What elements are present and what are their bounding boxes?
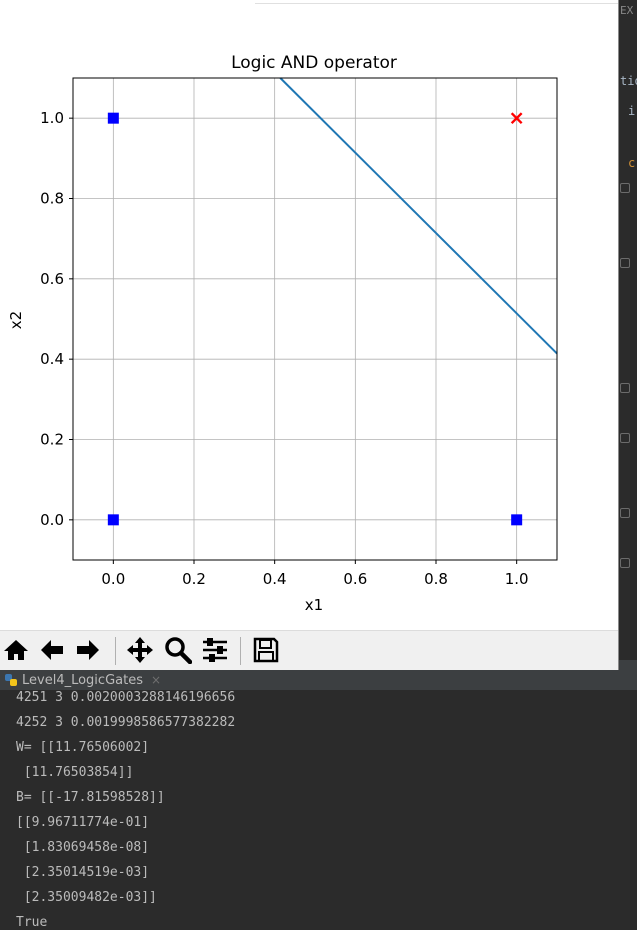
fold-marker-icon — [620, 433, 630, 443]
x-tick-label: 0.6 — [343, 570, 367, 588]
axes-frame — [72, 77, 558, 561]
window-edge — [255, 0, 618, 4]
tick-layer: 0.0 0.2 0.4 0.6 0.8 1.0 0.0 0.2 0.4 0.6 0.8 1.0 — [40, 109, 528, 588]
console-line: 4251 3 0.0020003288146196656 — [16, 690, 236, 705]
fold-marker-icon — [620, 383, 630, 393]
x-tick-label: 0.4 — [263, 570, 287, 588]
x-tick-label: 0.0 — [101, 570, 125, 588]
run-tab-label: Level4_LogicGates — [22, 672, 143, 688]
figure-window: 0.0 0.2 0.4 0.6 0.8 1.0 0.0 0.2 0.4 0.6 0.8 1.0 Log… — [0, 0, 619, 671]
data-points-layer — [107, 112, 523, 526]
square-marker — [107, 112, 119, 124]
x-axis-label: x1 — [305, 596, 323, 614]
save-icon[interactable] — [251, 635, 281, 665]
y-tick-label: 0.0 — [40, 511, 64, 529]
toolbar-separator — [115, 637, 116, 665]
y-tick-label: 0.6 — [40, 270, 64, 288]
y-tick-label: 0.4 — [40, 350, 64, 368]
square-marker — [511, 514, 523, 526]
run-tab-bar: Level4_LogicGates × — [0, 670, 637, 691]
ide-fragment-i: i — [628, 104, 636, 118]
console-line: [1.83069458e-08] — [16, 840, 150, 855]
x-tick-label: 1.0 — [505, 570, 529, 588]
zoom-icon[interactable] — [163, 635, 193, 665]
decision-boundary-layer — [279, 77, 558, 355]
console-line: B= [[-17.81598528]] — [16, 790, 165, 805]
grid-lines — [73, 78, 557, 560]
fold-marker-icon — [620, 258, 630, 268]
x-tick-label: 0.8 — [424, 570, 448, 588]
console-line: [2.35009482e-03]] — [16, 890, 157, 905]
console-line: [2.35014519e-03] — [16, 865, 150, 880]
x-marker — [510, 112, 523, 125]
decision-boundary-line — [279, 77, 558, 355]
pan-icon[interactable] — [125, 635, 155, 665]
console-line: True — [16, 915, 48, 930]
fold-marker-icon — [620, 558, 630, 568]
fold-marker-icon — [620, 508, 630, 518]
ide-fragment-tio: tio — [620, 74, 637, 88]
ide-fragment-c: c — [628, 156, 636, 170]
toolbar-separator — [240, 637, 241, 665]
y-tick-label: 0.2 — [40, 431, 64, 449]
fold-marker-icon — [620, 183, 630, 193]
navigation-toolbar — [0, 630, 618, 671]
console-line: [11.76503854]] — [16, 765, 134, 780]
configure-subplots-icon[interactable] — [200, 635, 230, 665]
console-line: 4252 3 0.0019998586577382282 — [16, 715, 236, 730]
console-output[interactable]: 4251 3 0.0020003288146196656 4252 3 0.001… — [0, 690, 637, 930]
run-tab[interactable]: Level4_LogicGates × — [0, 670, 169, 690]
back-arrow-icon[interactable] — [37, 635, 67, 665]
y-axis-label: x2 — [7, 311, 25, 329]
home-icon[interactable] — [1, 635, 31, 665]
close-icon[interactable]: × — [150, 673, 162, 687]
y-tick-label: 1.0 — [40, 109, 64, 127]
console-line: W= [[11.76506002] — [16, 740, 150, 755]
plot-canvas[interactable]: 0.0 0.2 0.4 0.6 0.8 1.0 0.0 0.2 0.4 0.6 0.8 1.0 Log… — [0, 0, 618, 630]
y-tick-label: 0.8 — [40, 190, 64, 208]
console-line: [[9.96711774e-01] — [16, 815, 150, 830]
x-tick-label: 0.2 — [182, 570, 206, 588]
chart-title: Logic AND operator — [231, 53, 397, 73]
ide-fragment-ex: EX — [620, 4, 634, 17]
forward-arrow-icon[interactable] — [73, 635, 103, 665]
square-marker — [107, 514, 119, 526]
python-icon — [5, 674, 17, 686]
